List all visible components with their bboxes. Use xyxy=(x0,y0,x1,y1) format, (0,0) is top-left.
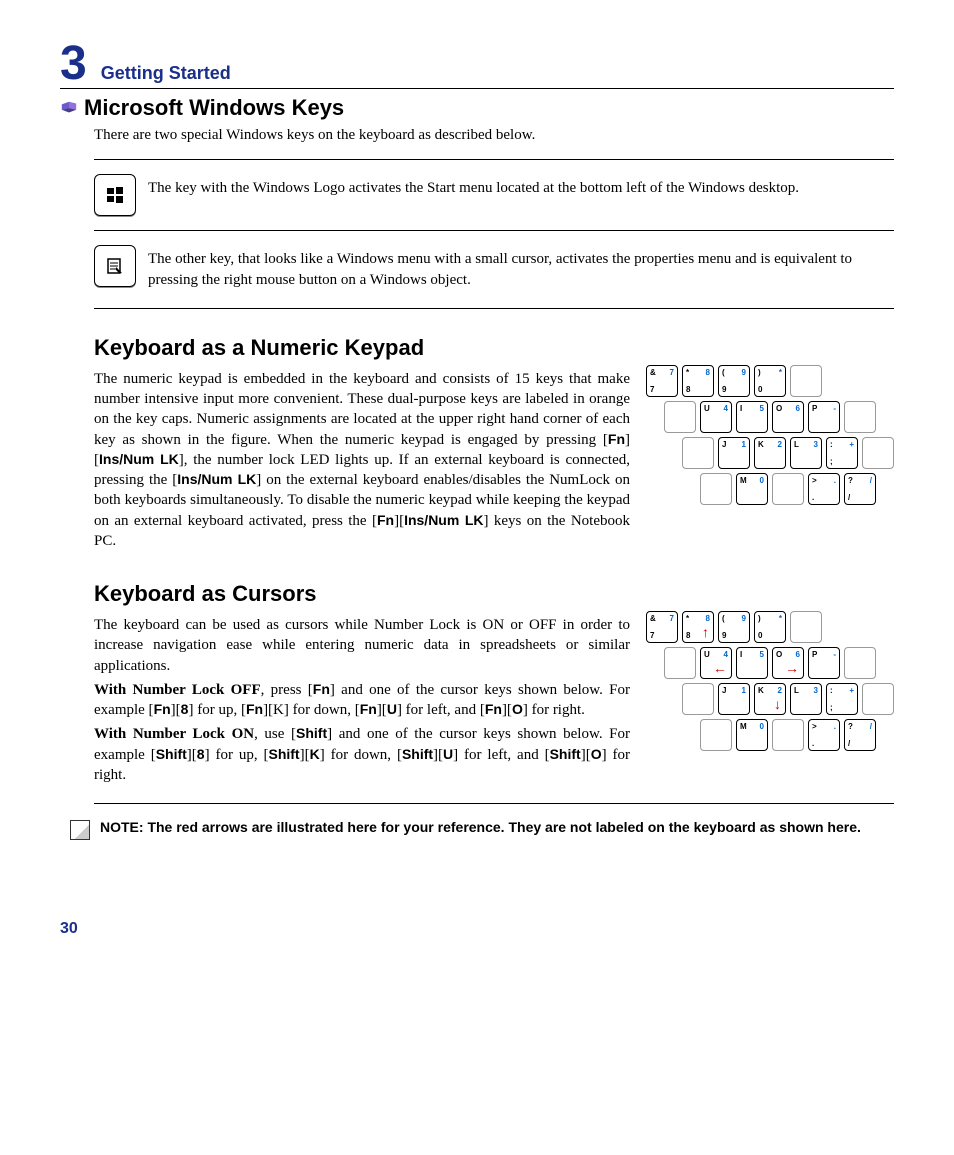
red-arrow-icon: ↓ xyxy=(774,697,781,711)
cursors-p2: With Number Lock OFF, press [Fn] and one… xyxy=(94,680,630,721)
keypad-key: ?// xyxy=(844,473,876,505)
keypad-key: P- xyxy=(808,401,840,433)
keypad-key: L3 xyxy=(790,683,822,715)
keypad-key: &77 xyxy=(646,365,678,397)
chapter-title: Getting Started xyxy=(101,63,231,84)
win-key-1-desc: The key with the Windows Logo activates … xyxy=(148,178,799,212)
divider xyxy=(94,308,894,309)
blank-key xyxy=(772,719,804,751)
keypad-key: &77 xyxy=(646,611,678,643)
chapter-header: 3 Getting Started xyxy=(60,40,894,89)
blank-key xyxy=(700,473,732,505)
cursors-p1: The keyboard can be used as cursors whil… xyxy=(94,615,630,676)
keypad-key: O6 xyxy=(772,401,804,433)
win-key-2-desc: The other key, that looks like a Windows… xyxy=(148,249,894,290)
keypad-key: I5 xyxy=(736,647,768,679)
win-key-row-1: The key with the Windows Logo activates … xyxy=(94,174,894,216)
keypad-key: K2↓ xyxy=(754,683,786,715)
heading-text: Microsoft Windows Keys xyxy=(84,95,344,121)
keypad-key: :+; xyxy=(826,437,858,469)
keypad-key: P- xyxy=(808,647,840,679)
keypad-key: )*0 xyxy=(754,611,786,643)
win-key-row-2: The other key, that looks like a Windows… xyxy=(94,245,894,294)
keypad-key: U4← xyxy=(700,647,732,679)
menu-key-icon xyxy=(94,245,136,287)
heading-numeric-keypad: Keyboard as a Numeric Keypad xyxy=(94,335,894,361)
keypad-key: :+; xyxy=(826,683,858,715)
cursors-p3: With Number Lock ON, use [Shift] and one… xyxy=(94,724,630,785)
blank-key xyxy=(862,683,894,715)
note-text: NOTE: The red arrows are illustrated her… xyxy=(100,818,861,840)
keypad-key: (99 xyxy=(718,365,750,397)
keypad-key: K2 xyxy=(754,437,786,469)
intro-para: There are two special Windows keys on th… xyxy=(94,125,894,145)
cursor-keypad-figure: &77*88↑(99)*0 U4←I5O6→P- J1K2↓L3:+; M0 >..?/… xyxy=(646,611,894,751)
keypad-key: >.. xyxy=(808,473,840,505)
keypad-key: ?// xyxy=(844,719,876,751)
blank-key xyxy=(844,647,876,679)
note-row: NOTE: The red arrows are illustrated her… xyxy=(70,818,894,840)
blank-key xyxy=(862,437,894,469)
note-icon xyxy=(70,820,90,840)
keypad-key: O6→ xyxy=(772,647,804,679)
heading-windows-keys: Microsoft Windows Keys xyxy=(60,95,894,121)
blank-key xyxy=(664,647,696,679)
keypad-key: M0 xyxy=(736,719,768,751)
keypad-key: L3 xyxy=(790,437,822,469)
page-number: 30 xyxy=(60,920,894,938)
blank-key xyxy=(790,611,822,643)
red-arrow-icon: ↑ xyxy=(702,625,709,639)
cursors-section: The keyboard can be used as cursors whil… xyxy=(94,611,894,789)
numeric-keypad-figure: &77*88(99)*0 U4I5O6P- J1K2L3:+; M0 >..?// xyxy=(646,365,894,505)
divider xyxy=(94,230,894,231)
blank-key xyxy=(700,719,732,751)
windows-3d-icon xyxy=(60,99,78,117)
red-arrow-icon: → xyxy=(785,661,799,675)
blank-key xyxy=(682,437,714,469)
heading-cursors: Keyboard as Cursors xyxy=(94,581,894,607)
keypad-key: )*0 xyxy=(754,365,786,397)
blank-key xyxy=(682,683,714,715)
keypad-key: *88↑ xyxy=(682,611,714,643)
keypad-key: J1 xyxy=(718,437,750,469)
keypad-key: I5 xyxy=(736,401,768,433)
blank-key xyxy=(664,401,696,433)
keypad-key: >.. xyxy=(808,719,840,751)
divider xyxy=(94,803,894,804)
keypad-key: J1 xyxy=(718,683,750,715)
blank-key xyxy=(790,365,822,397)
divider xyxy=(94,159,894,160)
windows-logo-key-icon xyxy=(94,174,136,216)
keypad-key: (99 xyxy=(718,611,750,643)
red-arrow-icon: ← xyxy=(713,661,727,675)
blank-key xyxy=(772,473,804,505)
numeric-keypad-section: The numeric keypad is embedded in the ke… xyxy=(94,365,894,555)
chapter-number: 3 xyxy=(60,40,87,88)
keypad-key: U4 xyxy=(700,401,732,433)
keypad-key: M0 xyxy=(736,473,768,505)
numeric-para: The numeric keypad is embedded in the ke… xyxy=(94,369,630,551)
blank-key xyxy=(844,401,876,433)
keypad-key: *88 xyxy=(682,365,714,397)
